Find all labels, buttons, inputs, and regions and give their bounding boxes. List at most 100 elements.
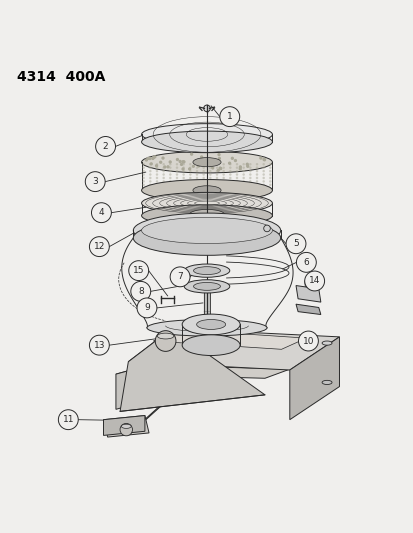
Circle shape <box>162 166 164 169</box>
Ellipse shape <box>141 124 272 145</box>
Circle shape <box>195 170 198 172</box>
Circle shape <box>137 298 157 318</box>
Circle shape <box>189 173 191 176</box>
Ellipse shape <box>192 186 221 195</box>
Circle shape <box>195 180 198 183</box>
Circle shape <box>162 180 164 183</box>
Circle shape <box>189 187 191 190</box>
Circle shape <box>155 177 158 179</box>
Circle shape <box>268 183 271 186</box>
Circle shape <box>169 173 171 176</box>
Circle shape <box>235 166 237 169</box>
Circle shape <box>218 167 222 170</box>
Circle shape <box>169 166 171 169</box>
Polygon shape <box>289 337 339 419</box>
Text: 10: 10 <box>302 336 313 345</box>
Circle shape <box>189 183 191 186</box>
Circle shape <box>195 187 198 190</box>
Circle shape <box>95 136 115 156</box>
Circle shape <box>262 177 264 179</box>
Circle shape <box>149 180 151 183</box>
Circle shape <box>162 170 164 172</box>
Circle shape <box>262 158 265 161</box>
Circle shape <box>209 163 211 165</box>
Circle shape <box>89 335 109 355</box>
Circle shape <box>162 183 164 186</box>
Circle shape <box>159 160 162 164</box>
Polygon shape <box>116 365 289 378</box>
Circle shape <box>249 177 251 179</box>
Circle shape <box>217 157 221 160</box>
Circle shape <box>149 183 151 186</box>
Circle shape <box>268 187 271 190</box>
Circle shape <box>235 163 237 165</box>
Circle shape <box>155 166 158 169</box>
Circle shape <box>235 173 237 176</box>
Text: 3: 3 <box>92 177 98 186</box>
Text: 1: 1 <box>226 112 232 121</box>
Circle shape <box>222 170 224 172</box>
Circle shape <box>176 187 178 190</box>
Circle shape <box>242 170 244 172</box>
Circle shape <box>222 166 224 169</box>
Ellipse shape <box>141 151 272 173</box>
Circle shape <box>249 166 251 169</box>
Circle shape <box>215 173 218 176</box>
Circle shape <box>228 177 231 179</box>
Text: 2: 2 <box>102 142 108 151</box>
Circle shape <box>298 331 318 351</box>
Circle shape <box>182 163 185 165</box>
Circle shape <box>155 330 176 351</box>
Circle shape <box>176 158 179 161</box>
Circle shape <box>242 180 244 183</box>
Circle shape <box>162 177 164 179</box>
Circle shape <box>262 166 264 169</box>
Circle shape <box>128 261 148 280</box>
Circle shape <box>242 163 244 165</box>
Circle shape <box>228 166 231 169</box>
Circle shape <box>182 187 185 190</box>
Circle shape <box>215 166 218 169</box>
Circle shape <box>255 170 258 172</box>
Circle shape <box>235 180 237 183</box>
Ellipse shape <box>196 319 225 329</box>
Circle shape <box>188 167 191 171</box>
Circle shape <box>146 157 150 160</box>
Circle shape <box>209 177 211 179</box>
Circle shape <box>202 183 204 186</box>
Circle shape <box>255 173 258 176</box>
Polygon shape <box>153 330 306 349</box>
Circle shape <box>182 180 185 183</box>
Circle shape <box>263 225 270 232</box>
Circle shape <box>169 183 171 186</box>
Ellipse shape <box>321 381 331 384</box>
Circle shape <box>199 155 203 159</box>
Circle shape <box>197 164 200 167</box>
Polygon shape <box>120 329 264 411</box>
Circle shape <box>242 183 244 186</box>
Circle shape <box>149 166 151 169</box>
Circle shape <box>120 423 132 436</box>
Circle shape <box>142 177 145 179</box>
Circle shape <box>222 173 224 176</box>
Circle shape <box>161 156 164 160</box>
Ellipse shape <box>141 205 272 227</box>
Circle shape <box>242 177 244 179</box>
Ellipse shape <box>192 158 221 167</box>
Ellipse shape <box>182 335 240 356</box>
Circle shape <box>209 170 211 172</box>
Circle shape <box>155 170 158 172</box>
Circle shape <box>145 158 148 161</box>
Circle shape <box>189 170 191 172</box>
Circle shape <box>209 187 211 190</box>
Circle shape <box>268 173 271 176</box>
Circle shape <box>235 187 237 190</box>
Circle shape <box>176 173 178 176</box>
Circle shape <box>215 163 218 165</box>
Circle shape <box>181 160 184 164</box>
Circle shape <box>242 187 244 190</box>
Circle shape <box>182 170 185 172</box>
Circle shape <box>195 166 198 169</box>
Circle shape <box>217 153 220 156</box>
Polygon shape <box>116 365 149 409</box>
